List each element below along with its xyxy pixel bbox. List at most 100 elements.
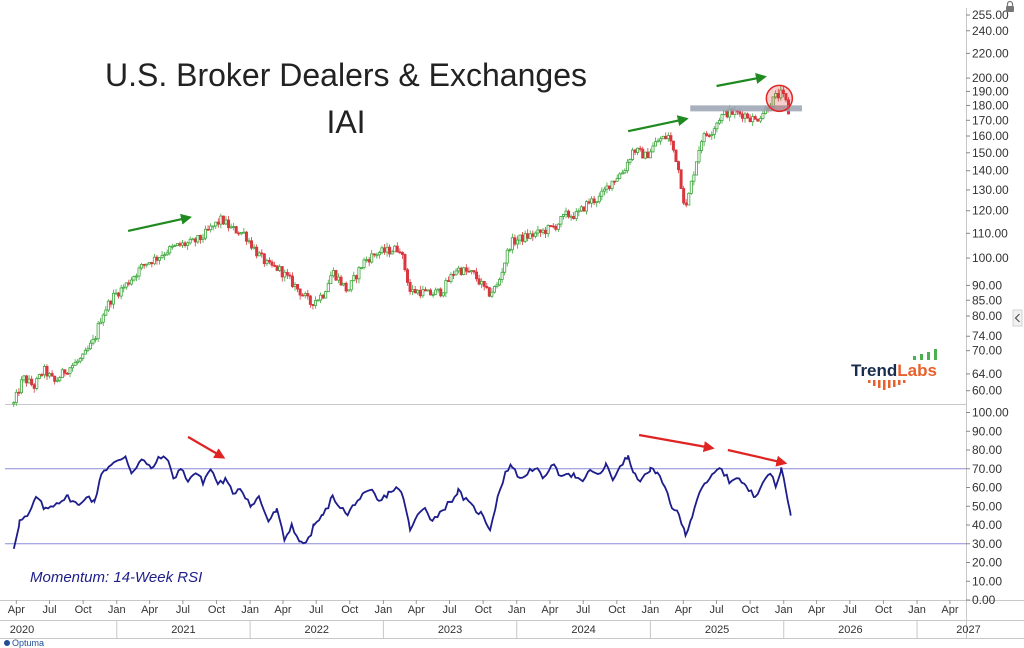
brand-trend: Trend bbox=[851, 361, 897, 380]
candle bbox=[344, 281, 348, 293]
price-tick-label: 220.00 bbox=[972, 46, 1009, 60]
candle bbox=[717, 117, 721, 125]
candle bbox=[183, 240, 187, 248]
candle bbox=[273, 261, 277, 268]
candle bbox=[211, 225, 215, 231]
candle bbox=[216, 218, 220, 228]
candle bbox=[334, 269, 338, 282]
candle bbox=[147, 261, 151, 265]
candle bbox=[76, 359, 80, 365]
candle bbox=[142, 263, 146, 269]
red-arrow bbox=[638, 433, 715, 452]
candle bbox=[393, 244, 397, 253]
candle bbox=[636, 147, 640, 156]
candle bbox=[25, 374, 29, 387]
candle bbox=[482, 280, 486, 291]
candle bbox=[659, 136, 663, 145]
month-label: Jan bbox=[642, 604, 660, 616]
candle bbox=[321, 293, 325, 300]
highlight-circle bbox=[765, 84, 794, 113]
candle bbox=[490, 288, 494, 298]
chevron-left-icon bbox=[1014, 313, 1020, 323]
candle bbox=[181, 239, 185, 248]
candle bbox=[298, 288, 302, 300]
candle bbox=[781, 86, 785, 98]
month-label: Jul bbox=[709, 604, 723, 616]
candle bbox=[58, 375, 62, 383]
price-tick-label: 120.00 bbox=[972, 204, 1009, 218]
candle bbox=[592, 195, 596, 205]
price-tick-label: 64.00 bbox=[972, 367, 1002, 381]
candle bbox=[610, 180, 614, 192]
candle bbox=[377, 250, 381, 259]
candle bbox=[48, 372, 52, 379]
candle bbox=[689, 180, 693, 195]
candle bbox=[569, 214, 573, 221]
candle bbox=[429, 288, 433, 296]
collapse-panel-button[interactable] bbox=[1012, 309, 1023, 327]
lock-icon[interactable] bbox=[1006, 0, 1014, 13]
candle bbox=[641, 146, 645, 159]
candle bbox=[510, 233, 514, 254]
price-tick-label: 70.00 bbox=[972, 344, 1002, 358]
candle bbox=[505, 247, 509, 267]
candle bbox=[702, 131, 706, 147]
candle bbox=[160, 250, 164, 259]
candle bbox=[554, 223, 558, 232]
trendlabs-logo: TrendLabs bbox=[851, 349, 937, 390]
price-tick-label: 80.00 bbox=[972, 309, 1002, 323]
candle bbox=[111, 289, 115, 309]
month-label: Oct bbox=[341, 604, 358, 616]
candle bbox=[710, 131, 714, 140]
candle bbox=[416, 289, 420, 295]
candle bbox=[129, 276, 133, 286]
candle bbox=[53, 375, 57, 385]
candle bbox=[301, 292, 305, 297]
candle bbox=[99, 317, 103, 325]
candle bbox=[551, 223, 555, 229]
candle bbox=[406, 267, 410, 286]
candle bbox=[349, 280, 353, 293]
candle bbox=[623, 168, 627, 175]
candle bbox=[14, 389, 18, 406]
candle bbox=[408, 278, 412, 295]
candle bbox=[684, 199, 688, 208]
y-axis: 60.0064.0070.0074.0080.0085.0090.00100.0… bbox=[966, 8, 1009, 607]
candle bbox=[618, 172, 622, 180]
candle bbox=[106, 299, 110, 313]
candle bbox=[633, 148, 637, 156]
candle bbox=[467, 267, 471, 273]
price-tick-label: 60.00 bbox=[972, 384, 1002, 398]
candle bbox=[40, 372, 44, 378]
candle bbox=[661, 135, 665, 140]
candle bbox=[526, 229, 530, 242]
candle bbox=[293, 282, 297, 291]
candle bbox=[347, 289, 351, 292]
candle bbox=[469, 270, 473, 275]
candle bbox=[88, 340, 92, 351]
candle bbox=[620, 169, 624, 175]
candle bbox=[229, 223, 233, 229]
candle bbox=[403, 253, 407, 272]
candle bbox=[513, 234, 517, 247]
month-label: Oct bbox=[208, 604, 225, 616]
candle bbox=[267, 257, 271, 265]
candle bbox=[508, 248, 512, 253]
candle bbox=[515, 235, 519, 249]
candle bbox=[252, 244, 256, 250]
candle bbox=[158, 257, 162, 265]
candle bbox=[60, 367, 64, 379]
candle bbox=[198, 234, 202, 244]
candle bbox=[308, 294, 312, 308]
candle bbox=[30, 375, 34, 387]
candle bbox=[227, 216, 231, 232]
candle bbox=[748, 114, 752, 123]
candle bbox=[390, 249, 394, 255]
candle bbox=[411, 285, 415, 296]
candle bbox=[94, 336, 98, 343]
candle bbox=[214, 221, 218, 230]
candle bbox=[101, 313, 105, 326]
candle bbox=[758, 115, 762, 124]
candle bbox=[313, 296, 317, 309]
month-label: Jan bbox=[241, 604, 259, 616]
